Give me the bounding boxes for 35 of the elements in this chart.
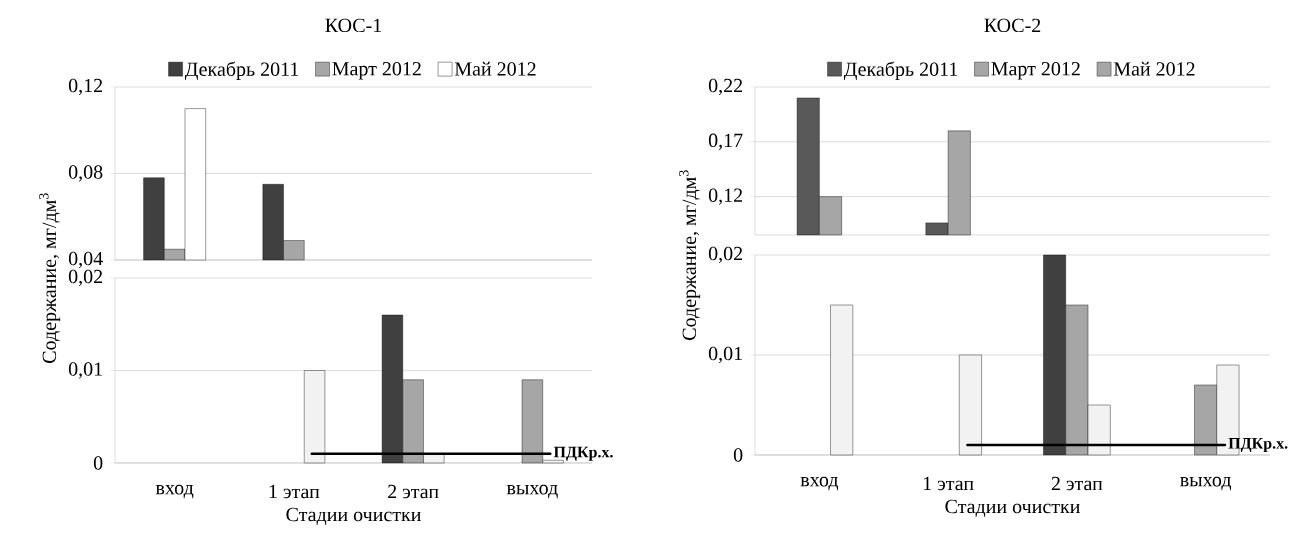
x-tick-label: вход bbox=[800, 476, 839, 491]
y-tick-label: 0,17 bbox=[708, 133, 743, 150]
y-tick-label: 0,12 bbox=[708, 188, 743, 205]
x-tick-label: 2 этап bbox=[1051, 476, 1103, 491]
legend-label: Май 2012 bbox=[454, 61, 536, 76]
ref-line-label: ПДКр.х. bbox=[1228, 438, 1288, 452]
x-tick-label: выход bbox=[506, 484, 558, 499]
y-tick-label: 0,08 bbox=[68, 165, 103, 182]
y-tick-label: 0 bbox=[93, 456, 103, 470]
legend-label: Март 2012 bbox=[332, 61, 421, 80]
y-tick-label: 0 bbox=[733, 448, 743, 462]
legend-label: Декабрь 2011 bbox=[184, 61, 299, 81]
y-tick-label: 0,01 bbox=[708, 346, 742, 364]
y-axis-title: Содержание, мг/дм$^{3}$ bbox=[679, 170, 701, 340]
x-tick-label: 1 этап bbox=[269, 484, 320, 499]
x-tick-label: вход bbox=[155, 484, 194, 499]
y-axis-title: Содержание, мг/дм$^{3}$ bbox=[39, 193, 61, 363]
y-tick-label: 0,02 bbox=[708, 246, 743, 264]
chart-title: КОС-1 bbox=[325, 18, 382, 33]
x-axis-title: Стадии очистки bbox=[286, 507, 421, 525]
x-tick-label: выход bbox=[1180, 476, 1232, 491]
bar bbox=[830, 304, 854, 456]
legend-label: Декабрь 2011 bbox=[843, 61, 958, 81]
y-tick-label: 0,04 bbox=[68, 251, 103, 269]
chart-title: КОС-2 bbox=[984, 18, 1041, 33]
x-tick-label: 1 этап bbox=[923, 476, 974, 491]
y-tick-label: 0,12 bbox=[68, 78, 103, 96]
x-axis-title: Стадии очистки bbox=[945, 499, 1080, 517]
x-tick-label: 2 этап bbox=[388, 484, 439, 499]
legend-label: Март 2012 bbox=[991, 61, 1080, 80]
legend-label: Май 2012 bbox=[1113, 61, 1195, 76]
y-tick-label: 0,01 bbox=[68, 362, 102, 379]
ref-line-label: ПДКр.х. bbox=[553, 446, 613, 461]
y-tick-label: 0,02 bbox=[68, 269, 103, 287]
y-tick-label: 0,22 bbox=[708, 78, 743, 96]
